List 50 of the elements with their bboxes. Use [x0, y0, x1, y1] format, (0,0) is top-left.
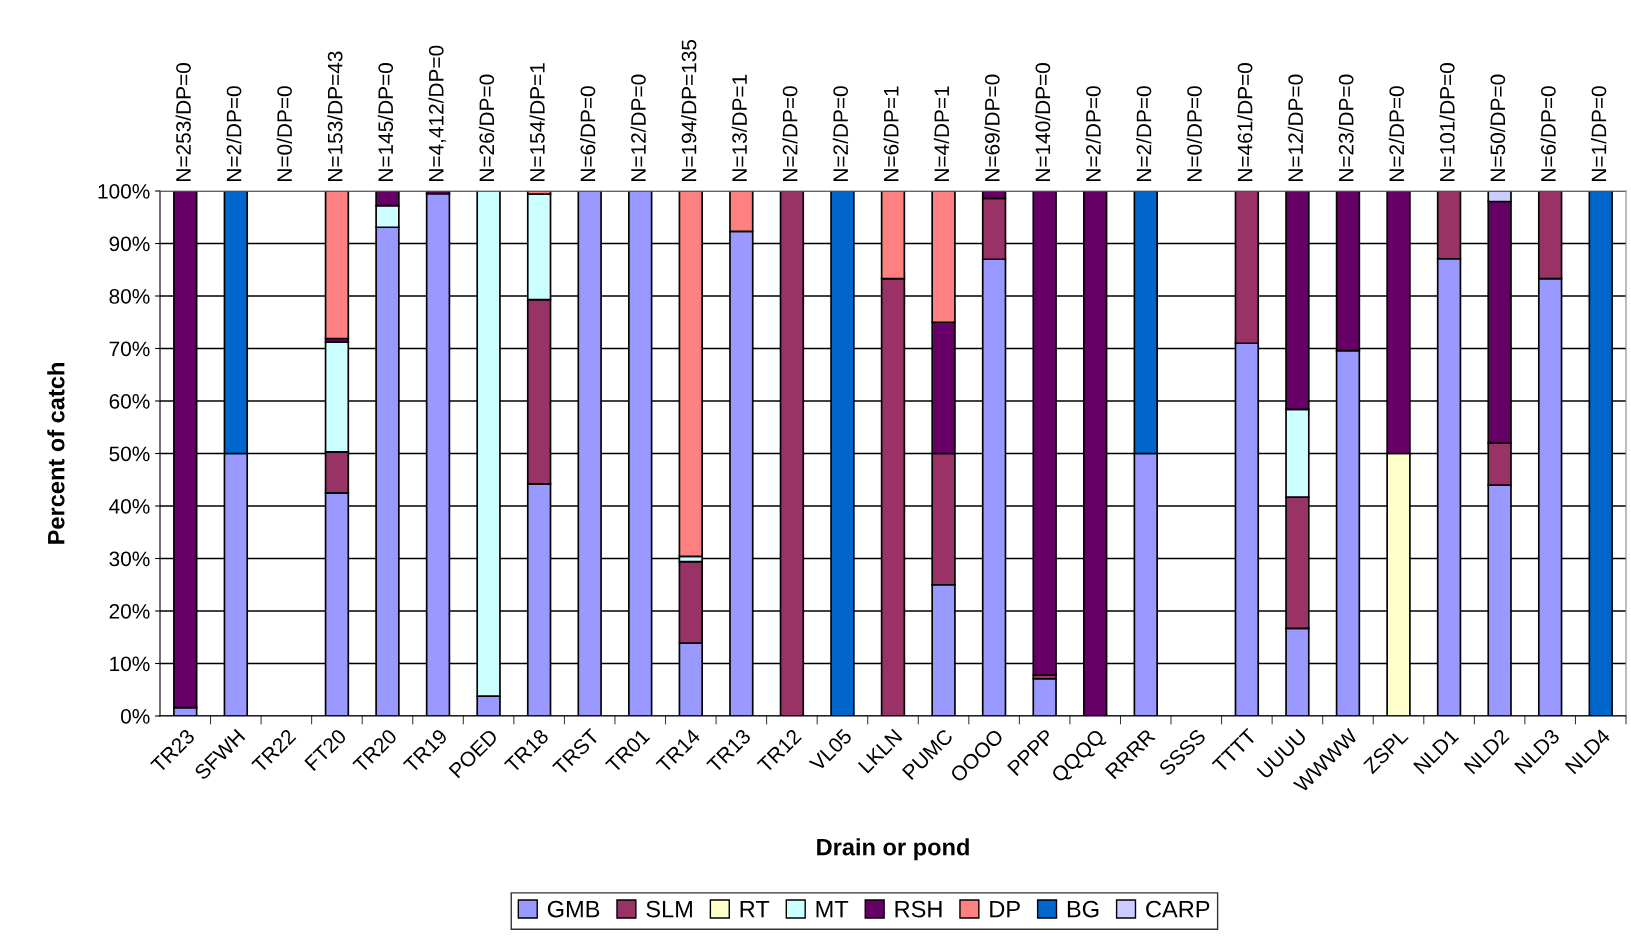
legend-label: MT — [816, 900, 849, 918]
y-tick-label: 100% — [98, 184, 150, 199]
text: N=50/DP=0 — [1489, 74, 1506, 181]
text: N=140/DP=0 — [1034, 63, 1051, 181]
y-tick-label: 80% — [109, 289, 150, 304]
text: N=461/DP=0 — [1237, 63, 1253, 181]
legend-label: DP — [990, 900, 1020, 918]
text: N=253/DP=0 — [175, 63, 191, 181]
text: N=194/DP=135 — [681, 39, 697, 181]
text: N=2/DP=0 — [226, 86, 242, 181]
y-tick-label: 30% — [109, 551, 150, 567]
text: N=23/DP=0 — [1338, 74, 1354, 181]
text: N=2/DP=0 — [1388, 86, 1405, 181]
y-tick-label: 20% — [109, 604, 150, 619]
y-tick-label: 90% — [109, 236, 150, 252]
legend-label: SLM — [646, 900, 692, 918]
text: N=6/DP=0 — [579, 86, 596, 181]
y-tick-label: 10% — [110, 656, 150, 672]
text: N=4,412/DP=0 — [428, 45, 447, 181]
text: N=6/DP=0 — [1540, 86, 1556, 181]
y-tick-label: 60% — [109, 394, 150, 409]
text: N=1/DP=0 — [1591, 86, 1607, 181]
y-axis-title: Percent of catch — [47, 363, 65, 544]
y-tick-label: 40% — [109, 499, 150, 514]
y-tick-label: 70% — [109, 341, 150, 357]
text: N=154/DP=1 — [529, 63, 545, 181]
text: N=145/DP=0 — [377, 63, 394, 181]
text: N=12/DP=0 — [630, 74, 646, 181]
legend-label: RSH — [895, 900, 942, 918]
legend-label: CARP — [1146, 900, 1210, 918]
text: N=0/DP=0 — [1186, 86, 1202, 181]
text: N=2/DP=0 — [832, 86, 849, 181]
text: N=69/DP=0 — [984, 74, 1000, 181]
text: N=12/DP=0 — [1287, 74, 1304, 181]
legend-label: BG — [1067, 900, 1099, 918]
y-tick-label: 50% — [109, 446, 150, 462]
text: N=6/DP=1 — [883, 86, 899, 181]
text: N=0/DP=0 — [276, 86, 292, 181]
text: N=2/DP=0 — [782, 86, 798, 181]
text: N=26/DP=0 — [478, 74, 495, 181]
text: N=101/DP=0 — [1439, 63, 1455, 181]
y-tick-label: 0% — [120, 709, 150, 724]
text: N=13/DP=1 — [731, 74, 747, 181]
x-axis-title: Drain or pond — [817, 838, 969, 861]
text: N=153/DP=43 — [327, 51, 343, 181]
text: N=4/DP=1 — [933, 86, 950, 181]
text: N=2/DP=0 — [1136, 86, 1152, 181]
text: N=2/DP=0 — [1085, 86, 1101, 181]
legend-label: GMB — [547, 900, 600, 918]
legend-label: RT — [740, 900, 770, 918]
